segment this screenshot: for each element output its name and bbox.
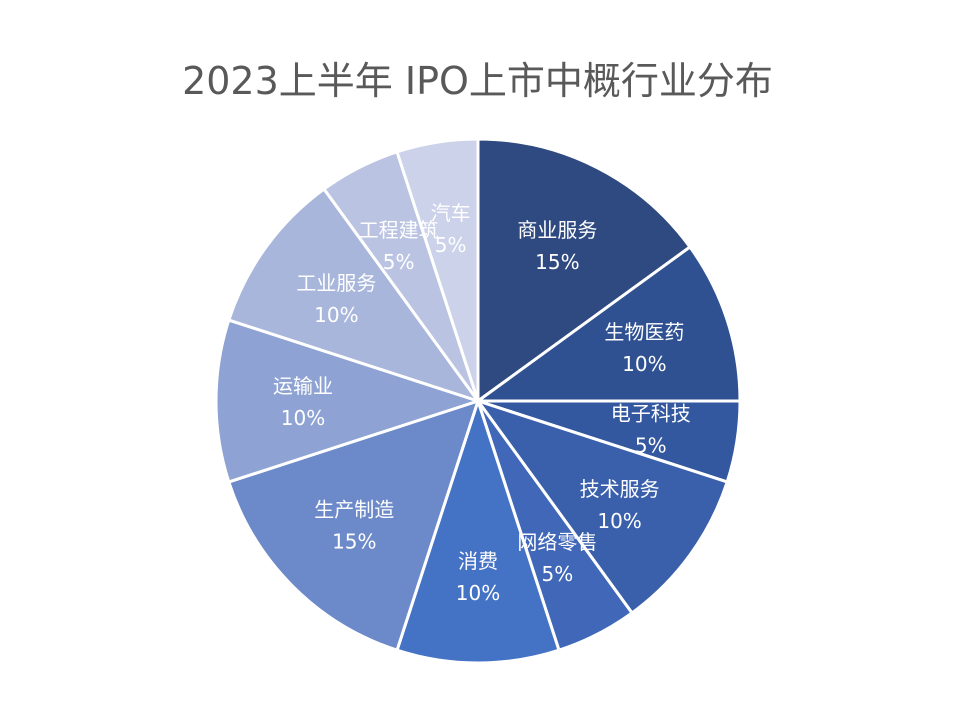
pie-slice-10 [395, 137, 480, 402]
slice-value-label: 10% [456, 581, 500, 605]
slice-value-label: 5% [435, 233, 467, 257]
slice-category-label: 运输业 [273, 374, 333, 398]
pie-slices [214, 137, 742, 665]
slice-category-label: 工程建筑 [359, 218, 439, 242]
pie-labels: 商业服务15%生物医药10%电子科技5%技术服务10%网络零售5%消费10%生产… [273, 201, 691, 605]
slice-category-label: 生物医药 [604, 320, 684, 344]
pie-slice-5 [395, 396, 561, 665]
pie-slice-1 [473, 244, 742, 403]
slice-value-label: 15% [535, 250, 579, 274]
slice-value-label: 10% [281, 406, 325, 430]
slice-category-label: 工业服务 [296, 271, 376, 295]
slice-value-label: 5% [383, 250, 415, 274]
slice-value-label: 10% [314, 303, 358, 327]
slice-category-label: 技术服务 [580, 477, 660, 501]
pie-slice-8 [226, 186, 482, 404]
slice-value-label: 15% [332, 530, 376, 554]
slice-category-label: 生产制造 [314, 498, 394, 522]
slice-value-label: 10% [597, 509, 641, 533]
slice-value-label: 5% [542, 562, 574, 586]
slice-category-label: 消费 [458, 549, 498, 573]
slice-category-label: 商业服务 [517, 218, 597, 242]
chart-title: 2023上半年 IPO上市中概行业分布 [182, 59, 773, 103]
slice-category-label: 网络零售 [517, 530, 597, 554]
slice-value-label: 5% [635, 433, 667, 457]
pie-slice-0 [476, 137, 693, 404]
pie-slice-3 [474, 398, 730, 616]
slice-category-label: 电子科技 [611, 401, 691, 425]
pie-slice-7 [214, 318, 483, 484]
slice-category-label: 汽车 [431, 201, 471, 225]
slice-value-label: 10% [622, 352, 666, 376]
